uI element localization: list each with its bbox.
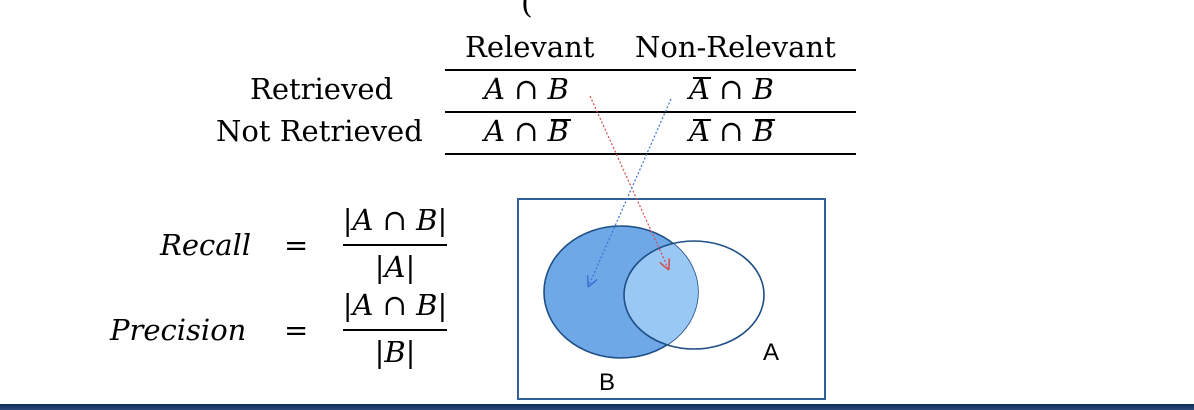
complement-bar-b [755, 119, 775, 121]
complement-bar-a [693, 119, 711, 121]
cropped-heading-fragment: ( [521, 0, 533, 21]
table-middle-rule [445, 111, 856, 113]
recall-equals: = [284, 228, 309, 262]
precision-numerator: |A ∩ B| [342, 288, 448, 322]
cell-retrieved-relevant: A ∩ B [484, 72, 569, 106]
intersection-region [624, 241, 698, 349]
recall-denominator: |A| [374, 250, 416, 284]
precision-equals: = [284, 313, 309, 347]
circle-a [623, 240, 765, 350]
precision-denominator: |B| [374, 335, 416, 369]
recall-numerator: |A ∩ B| [342, 203, 448, 237]
complement-bar-a [693, 77, 711, 79]
table-top-rule [445, 69, 856, 71]
complement-bar-b [551, 119, 571, 121]
bottom-bar [0, 404, 1194, 410]
precision-fraction-bar [343, 329, 447, 331]
precision-label: Precision [110, 313, 247, 347]
row-header-not-retrieved: Not Retrieved [216, 114, 423, 148]
venn-frame [517, 198, 826, 400]
venn-label-a: A [763, 339, 780, 366]
row-header-retrieved: Retrieved [250, 72, 394, 106]
column-header-relevant: Relevant [465, 30, 595, 64]
blue-arrow [589, 98, 672, 285]
table-bottom-rule [445, 153, 856, 155]
recall-fraction-bar [343, 244, 447, 246]
red-arrow [589, 95, 668, 268]
recall-label: Recall [160, 228, 252, 262]
venn-label-b: B [599, 369, 616, 396]
column-header-non-relevant: Non-Relevant [635, 30, 836, 64]
